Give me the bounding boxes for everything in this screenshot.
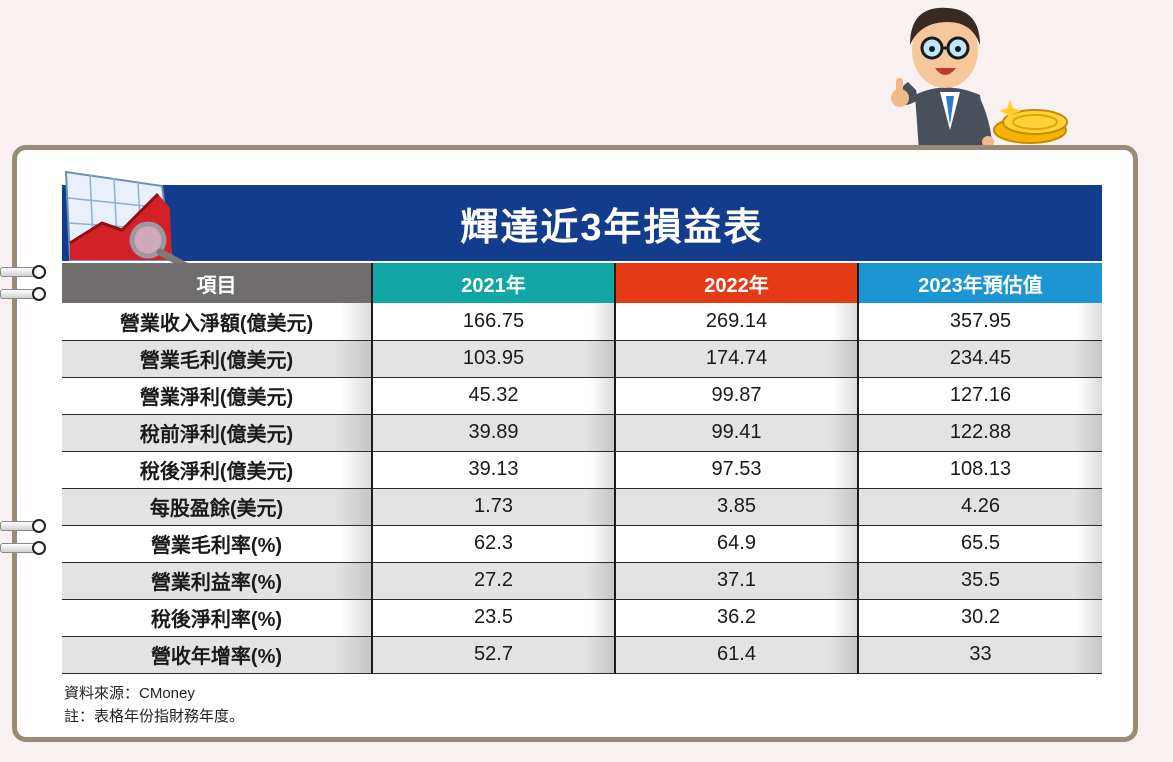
- table-row: 稅後淨利率(%) 23.5 36.2 30.2: [62, 599, 1102, 637]
- table-cell: 52.7: [371, 636, 615, 674]
- row-label: 營業收入淨額(億美元): [62, 303, 372, 341]
- row-label: 稅前淨利(億美元): [62, 414, 372, 452]
- income-statement-table: 項目 2021年 2022年 2023年預估值 營業收入淨額(億美元) 166.7…: [62, 263, 1102, 674]
- table-cell: 65.5: [857, 525, 1102, 563]
- table-cell: 39.89: [371, 414, 615, 452]
- table-row: 營收年增率(%) 52.7 61.4 33: [62, 636, 1102, 674]
- column-header: 2021年: [371, 263, 615, 303]
- table-cell: 108.13: [857, 451, 1102, 489]
- table-cell: 3.85: [614, 488, 858, 526]
- column-header: 2022年: [614, 263, 858, 303]
- row-label: 營業淨利(億美元): [62, 377, 372, 415]
- table-cell: 36.2: [614, 599, 858, 637]
- table-cell: 35.5: [857, 562, 1102, 600]
- column-header: 2023年預估值: [857, 263, 1102, 303]
- column-header: 項目: [62, 263, 372, 303]
- table-cell: 166.75: [371, 303, 615, 341]
- growth-chart-magnifier-icon: [64, 170, 190, 268]
- table-row: 營業淨利(億美元) 45.32 99.87 127.16: [62, 377, 1102, 415]
- table-cell: 23.5: [371, 599, 615, 637]
- table-cell: 269.14: [614, 303, 858, 341]
- table-cell: 127.16: [857, 377, 1102, 415]
- table-row: 每股盈餘(美元) 1.73 3.85 4.26: [62, 488, 1102, 526]
- table-row: 稅後淨利(億美元) 39.13 97.53 108.13: [62, 451, 1102, 489]
- row-label: 每股盈餘(美元): [62, 488, 372, 526]
- table-row: 營業收入淨額(億美元) 166.75 269.14 357.95: [62, 303, 1102, 341]
- table-row: 稅前淨利(億美元) 39.89 99.41 122.88: [62, 414, 1102, 452]
- table-cell: 62.3: [371, 525, 615, 563]
- table-cell: 99.41: [614, 414, 858, 452]
- table-cell: 27.2: [371, 562, 615, 600]
- source-text: 資料來源：CMoney: [64, 685, 195, 702]
- table-cell: 33: [857, 636, 1102, 674]
- table-cell: 174.74: [614, 340, 858, 378]
- table-cell: 64.9: [614, 525, 858, 563]
- binder-ring-icon: [0, 541, 46, 555]
- table-row: 營業毛利率(%) 62.3 64.9 65.5: [62, 525, 1102, 563]
- row-label: 營業毛利(億美元): [62, 340, 372, 378]
- row-label: 稅後淨利率(%): [62, 599, 372, 637]
- table-cell: 103.95: [371, 340, 615, 378]
- binder-ring-icon: [0, 519, 46, 533]
- table-cell: 37.1: [614, 562, 858, 600]
- table-cell: 234.45: [857, 340, 1102, 378]
- binder-ring-icon: [0, 287, 46, 301]
- note-text: 註：表格年份指財務年度。: [64, 708, 245, 725]
- table-row: 營業利益率(%) 27.2 37.1 35.5: [62, 562, 1102, 600]
- page-title: 輝達近3年損益表: [460, 206, 764, 249]
- table-cell: 45.32: [371, 377, 615, 415]
- row-label: 營收年增率(%): [62, 636, 372, 674]
- binder-ring-icon: [0, 265, 46, 279]
- table-cell: 4.26: [857, 488, 1102, 526]
- table-cell: 97.53: [614, 451, 858, 489]
- row-label: 稅後淨利(億美元): [62, 451, 372, 489]
- table-cell: 99.87: [614, 377, 858, 415]
- table-cell: 122.88: [857, 414, 1102, 452]
- row-label: 營業毛利率(%): [62, 525, 372, 563]
- table-header-row: 項目 2021年 2022年 2023年預估值: [62, 263, 1102, 303]
- table-cell: 357.95: [857, 303, 1102, 341]
- table-cell: 1.73: [371, 488, 615, 526]
- table-row: 營業毛利(億美元) 103.95 174.74 234.45: [62, 340, 1102, 378]
- table-cell: 61.4: [614, 636, 858, 674]
- title-bar: 輝達近3年損益表: [62, 185, 1102, 261]
- row-label: 營業利益率(%): [62, 562, 372, 600]
- table-cell: 39.13: [371, 451, 615, 489]
- table-cell: 30.2: [857, 599, 1102, 637]
